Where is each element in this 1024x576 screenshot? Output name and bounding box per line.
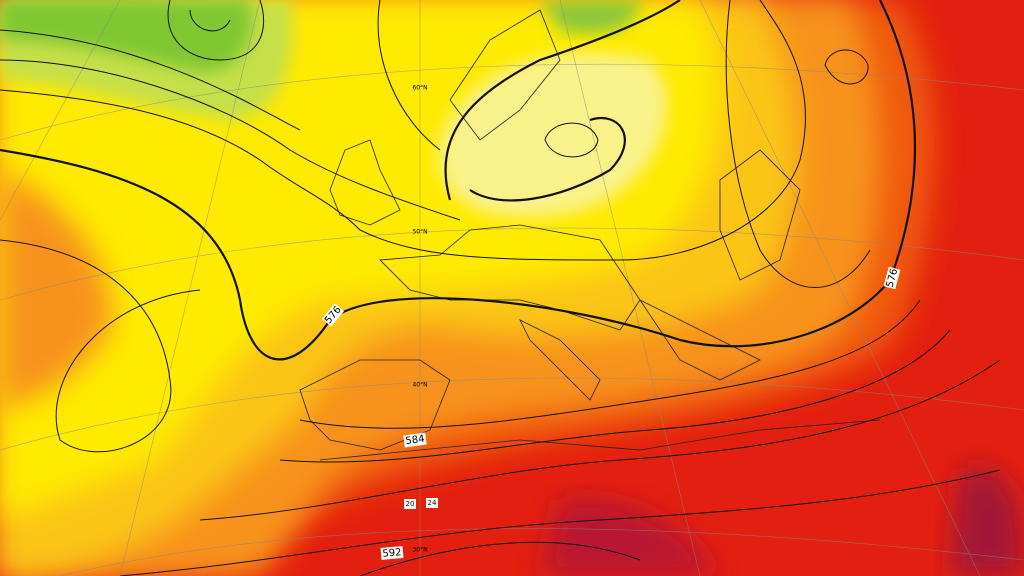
contour-label: 592 bbox=[382, 547, 402, 560]
latitude-label: 40°N bbox=[412, 382, 427, 389]
contour-label-box: 576 bbox=[883, 266, 901, 290]
geopotential-contours bbox=[0, 0, 1001, 576]
label-box bbox=[426, 498, 438, 508]
latitude-labels: 60°N 50°N 40°N 30°N bbox=[412, 85, 427, 554]
latitude-label: 60°N bbox=[412, 85, 427, 92]
temperature-label: 20 bbox=[406, 500, 415, 508]
latitude-label: 50°N bbox=[412, 229, 427, 236]
latitude-label: 30°N bbox=[412, 547, 427, 554]
temperature-label: 24 bbox=[428, 499, 437, 507]
contour-label: 584 bbox=[405, 434, 425, 448]
contour-label: 576 bbox=[885, 267, 901, 288]
contour-labels: 576 576 584 592 bbox=[321, 266, 901, 560]
temperature-labels: 20 24 bbox=[404, 498, 438, 509]
contour-label-box: 592 bbox=[380, 546, 404, 560]
contour-label-box: 584 bbox=[403, 432, 427, 448]
label-box bbox=[404, 499, 416, 509]
